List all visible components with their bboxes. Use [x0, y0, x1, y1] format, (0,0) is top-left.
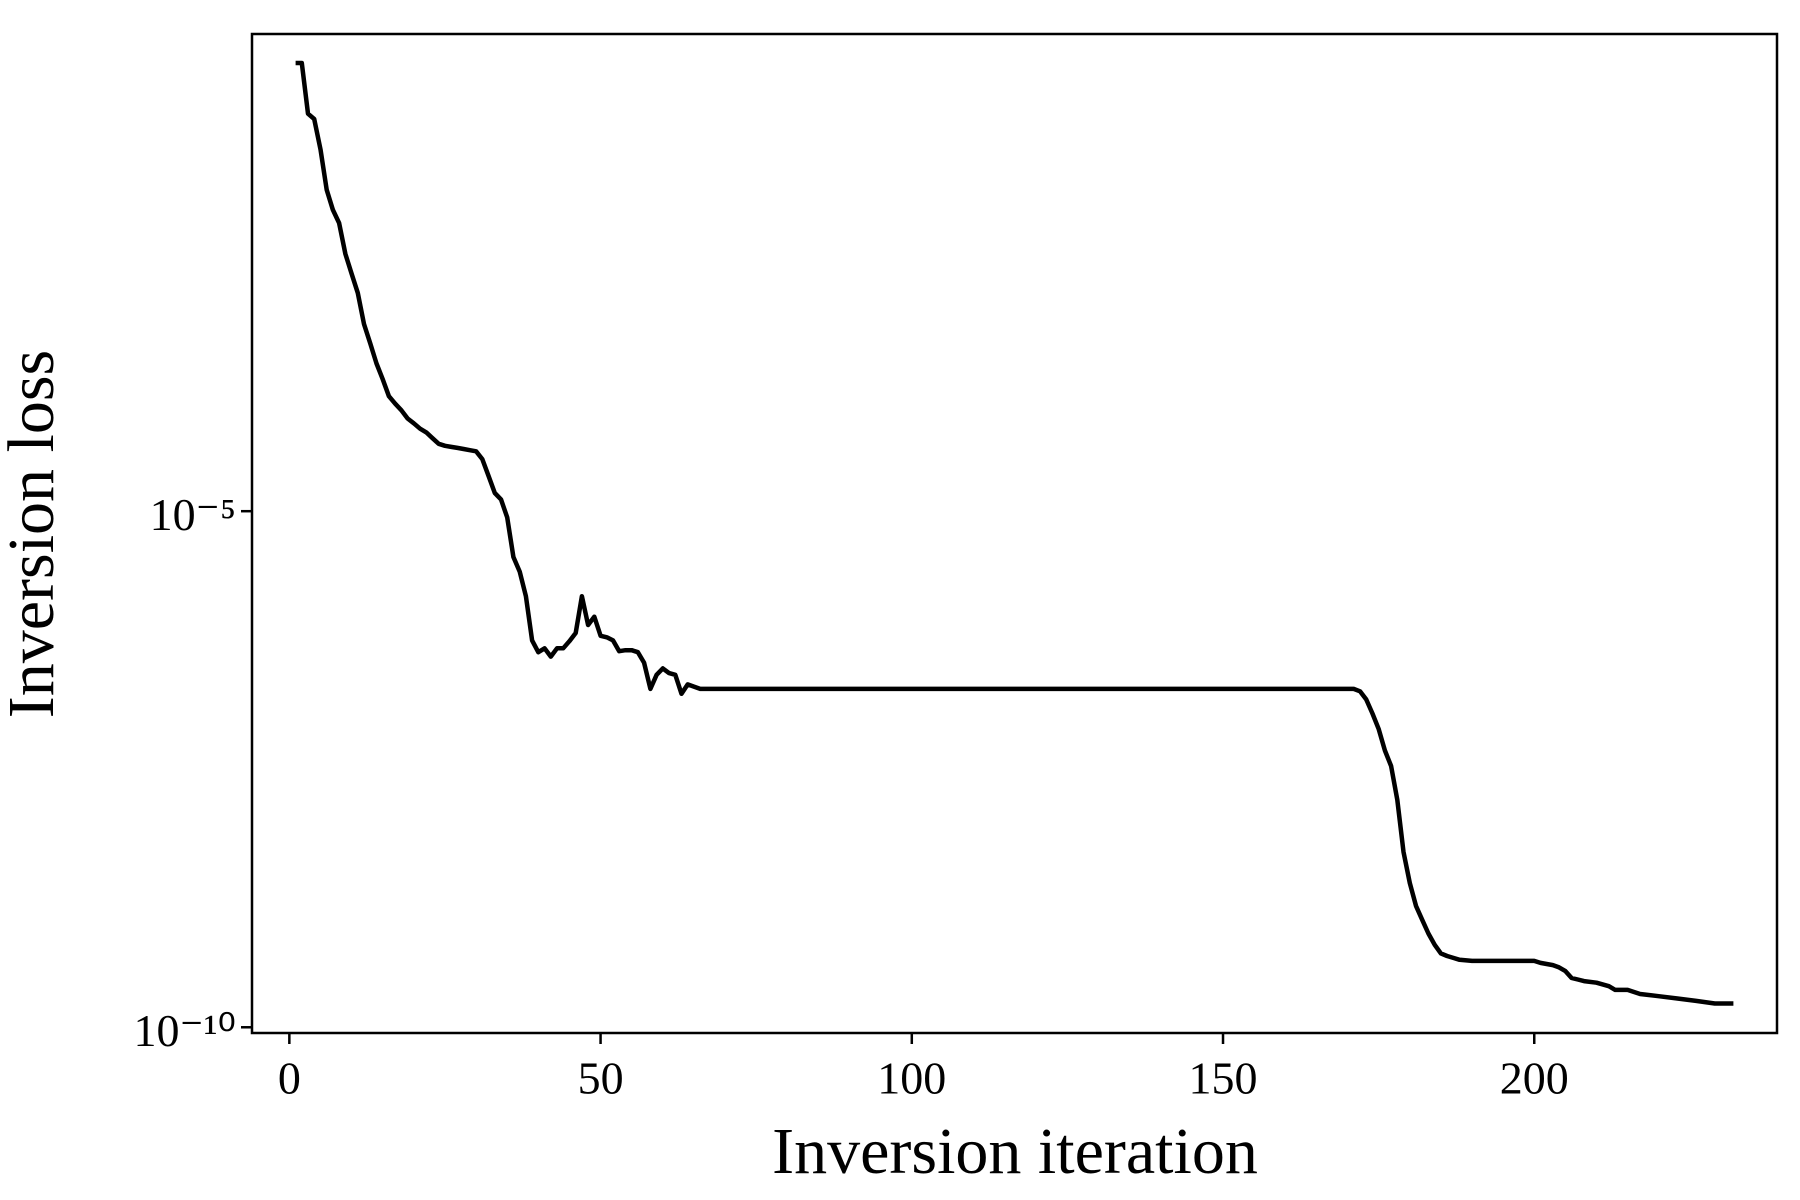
x-tick-label: 200 — [1500, 1053, 1569, 1104]
x-axis-label: Inversion iteration — [772, 1115, 1258, 1188]
x-tick-label: 150 — [1189, 1053, 1258, 1104]
y-tick-label: 10⁻⁵ — [150, 489, 236, 540]
y-axis-label: Inversion loss — [0, 350, 68, 718]
y-tick-label: 10⁻¹⁰ — [133, 1005, 236, 1056]
x-tick-label: 100 — [877, 1053, 946, 1104]
plot-frame — [250, 32, 1779, 1035]
loss-line — [295, 60, 1734, 1006]
x-tick-label: 50 — [578, 1053, 624, 1104]
x-tick-label: 0 — [278, 1053, 301, 1104]
